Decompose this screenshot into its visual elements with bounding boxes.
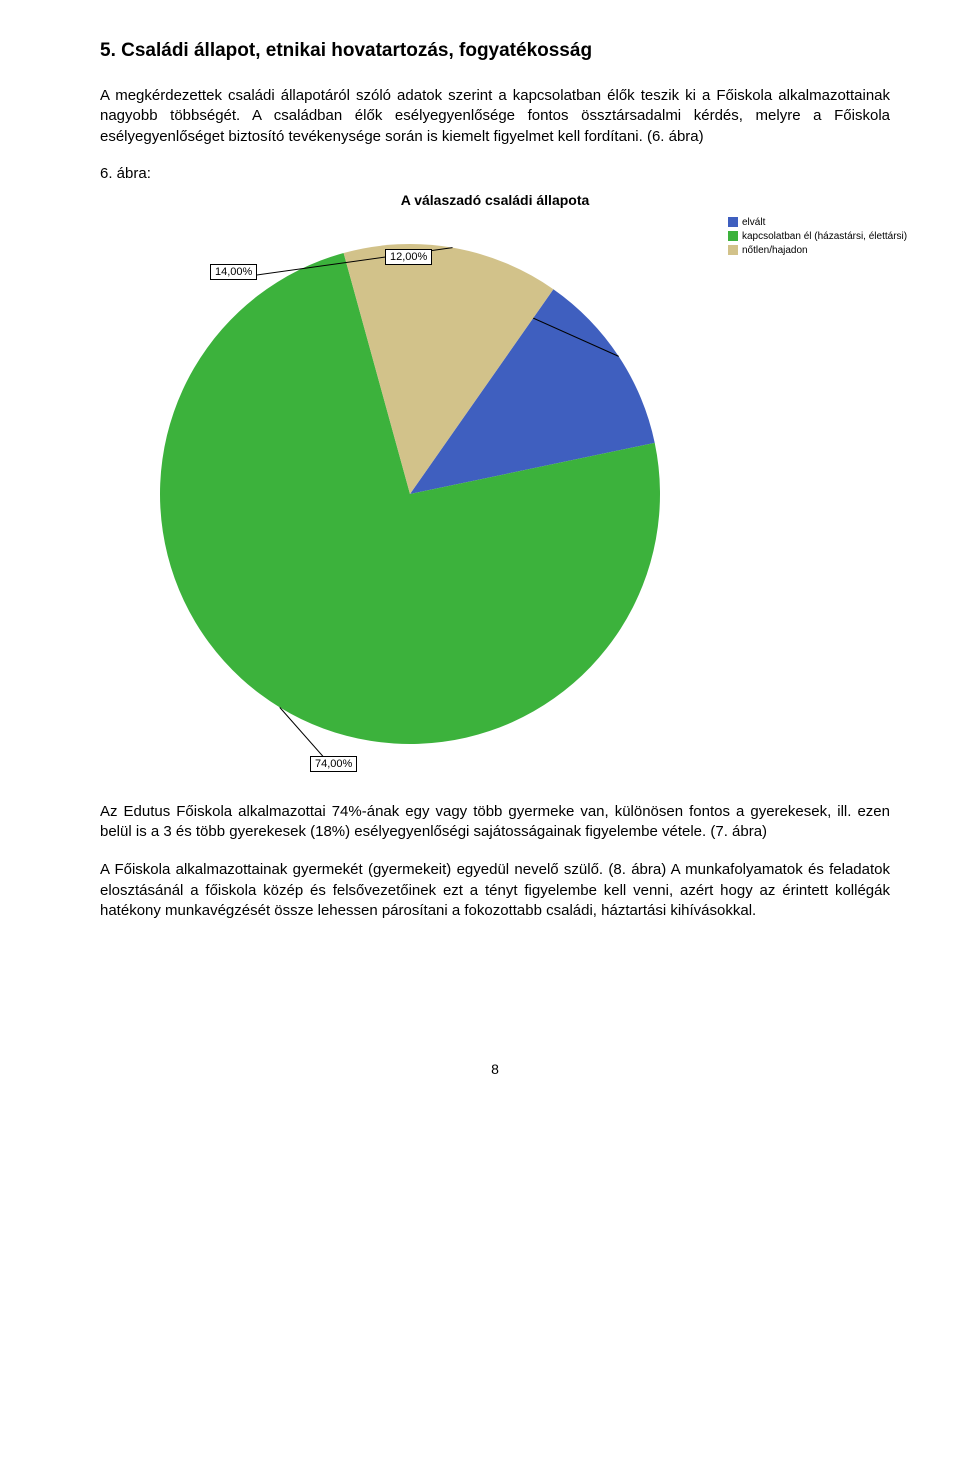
legend-swatch bbox=[728, 217, 738, 227]
paragraph-3: A Főiskola alkalmazottainak gyermekét (g… bbox=[100, 860, 890, 921]
pie-chart: 12,00% 74,00% 14,00% bbox=[100, 214, 720, 774]
chart-title: A válaszadó családi állapota bbox=[100, 192, 890, 208]
legend-item: nőtlen/hajadon bbox=[728, 244, 907, 257]
legend-swatch bbox=[728, 231, 738, 241]
legend-label: elvált bbox=[742, 216, 765, 229]
pie-svg bbox=[100, 214, 720, 774]
pie-value-label: 74,00% bbox=[310, 756, 357, 772]
page-number: 8 bbox=[100, 1061, 890, 1077]
legend-label: nőtlen/hajadon bbox=[742, 244, 808, 257]
chart-container: A válaszadó családi állapota 12,00% 74,00… bbox=[100, 192, 890, 774]
legend-swatch bbox=[728, 245, 738, 255]
legend-item: kapcsolatban él (házastársi, élettársi) bbox=[728, 230, 907, 243]
pie-value-label: 12,00% bbox=[385, 249, 432, 265]
figure-6-label: 6. ábra: bbox=[100, 165, 890, 182]
chart-legend: elváltkapcsolatban él (házastársi, élett… bbox=[728, 214, 907, 258]
pie-value-label: 14,00% bbox=[210, 264, 257, 280]
paragraph-2: Az Edutus Főiskola alkalmazottai 74%-ána… bbox=[100, 802, 890, 843]
paragraph-1: A megkérdezettek családi állapotáról szó… bbox=[100, 86, 890, 147]
legend-label: kapcsolatban él (házastársi, élettársi) bbox=[742, 230, 907, 243]
section-title: 5. Családi állapot, etnikai hovatartozás… bbox=[100, 40, 890, 62]
legend-item: elvált bbox=[728, 216, 907, 229]
